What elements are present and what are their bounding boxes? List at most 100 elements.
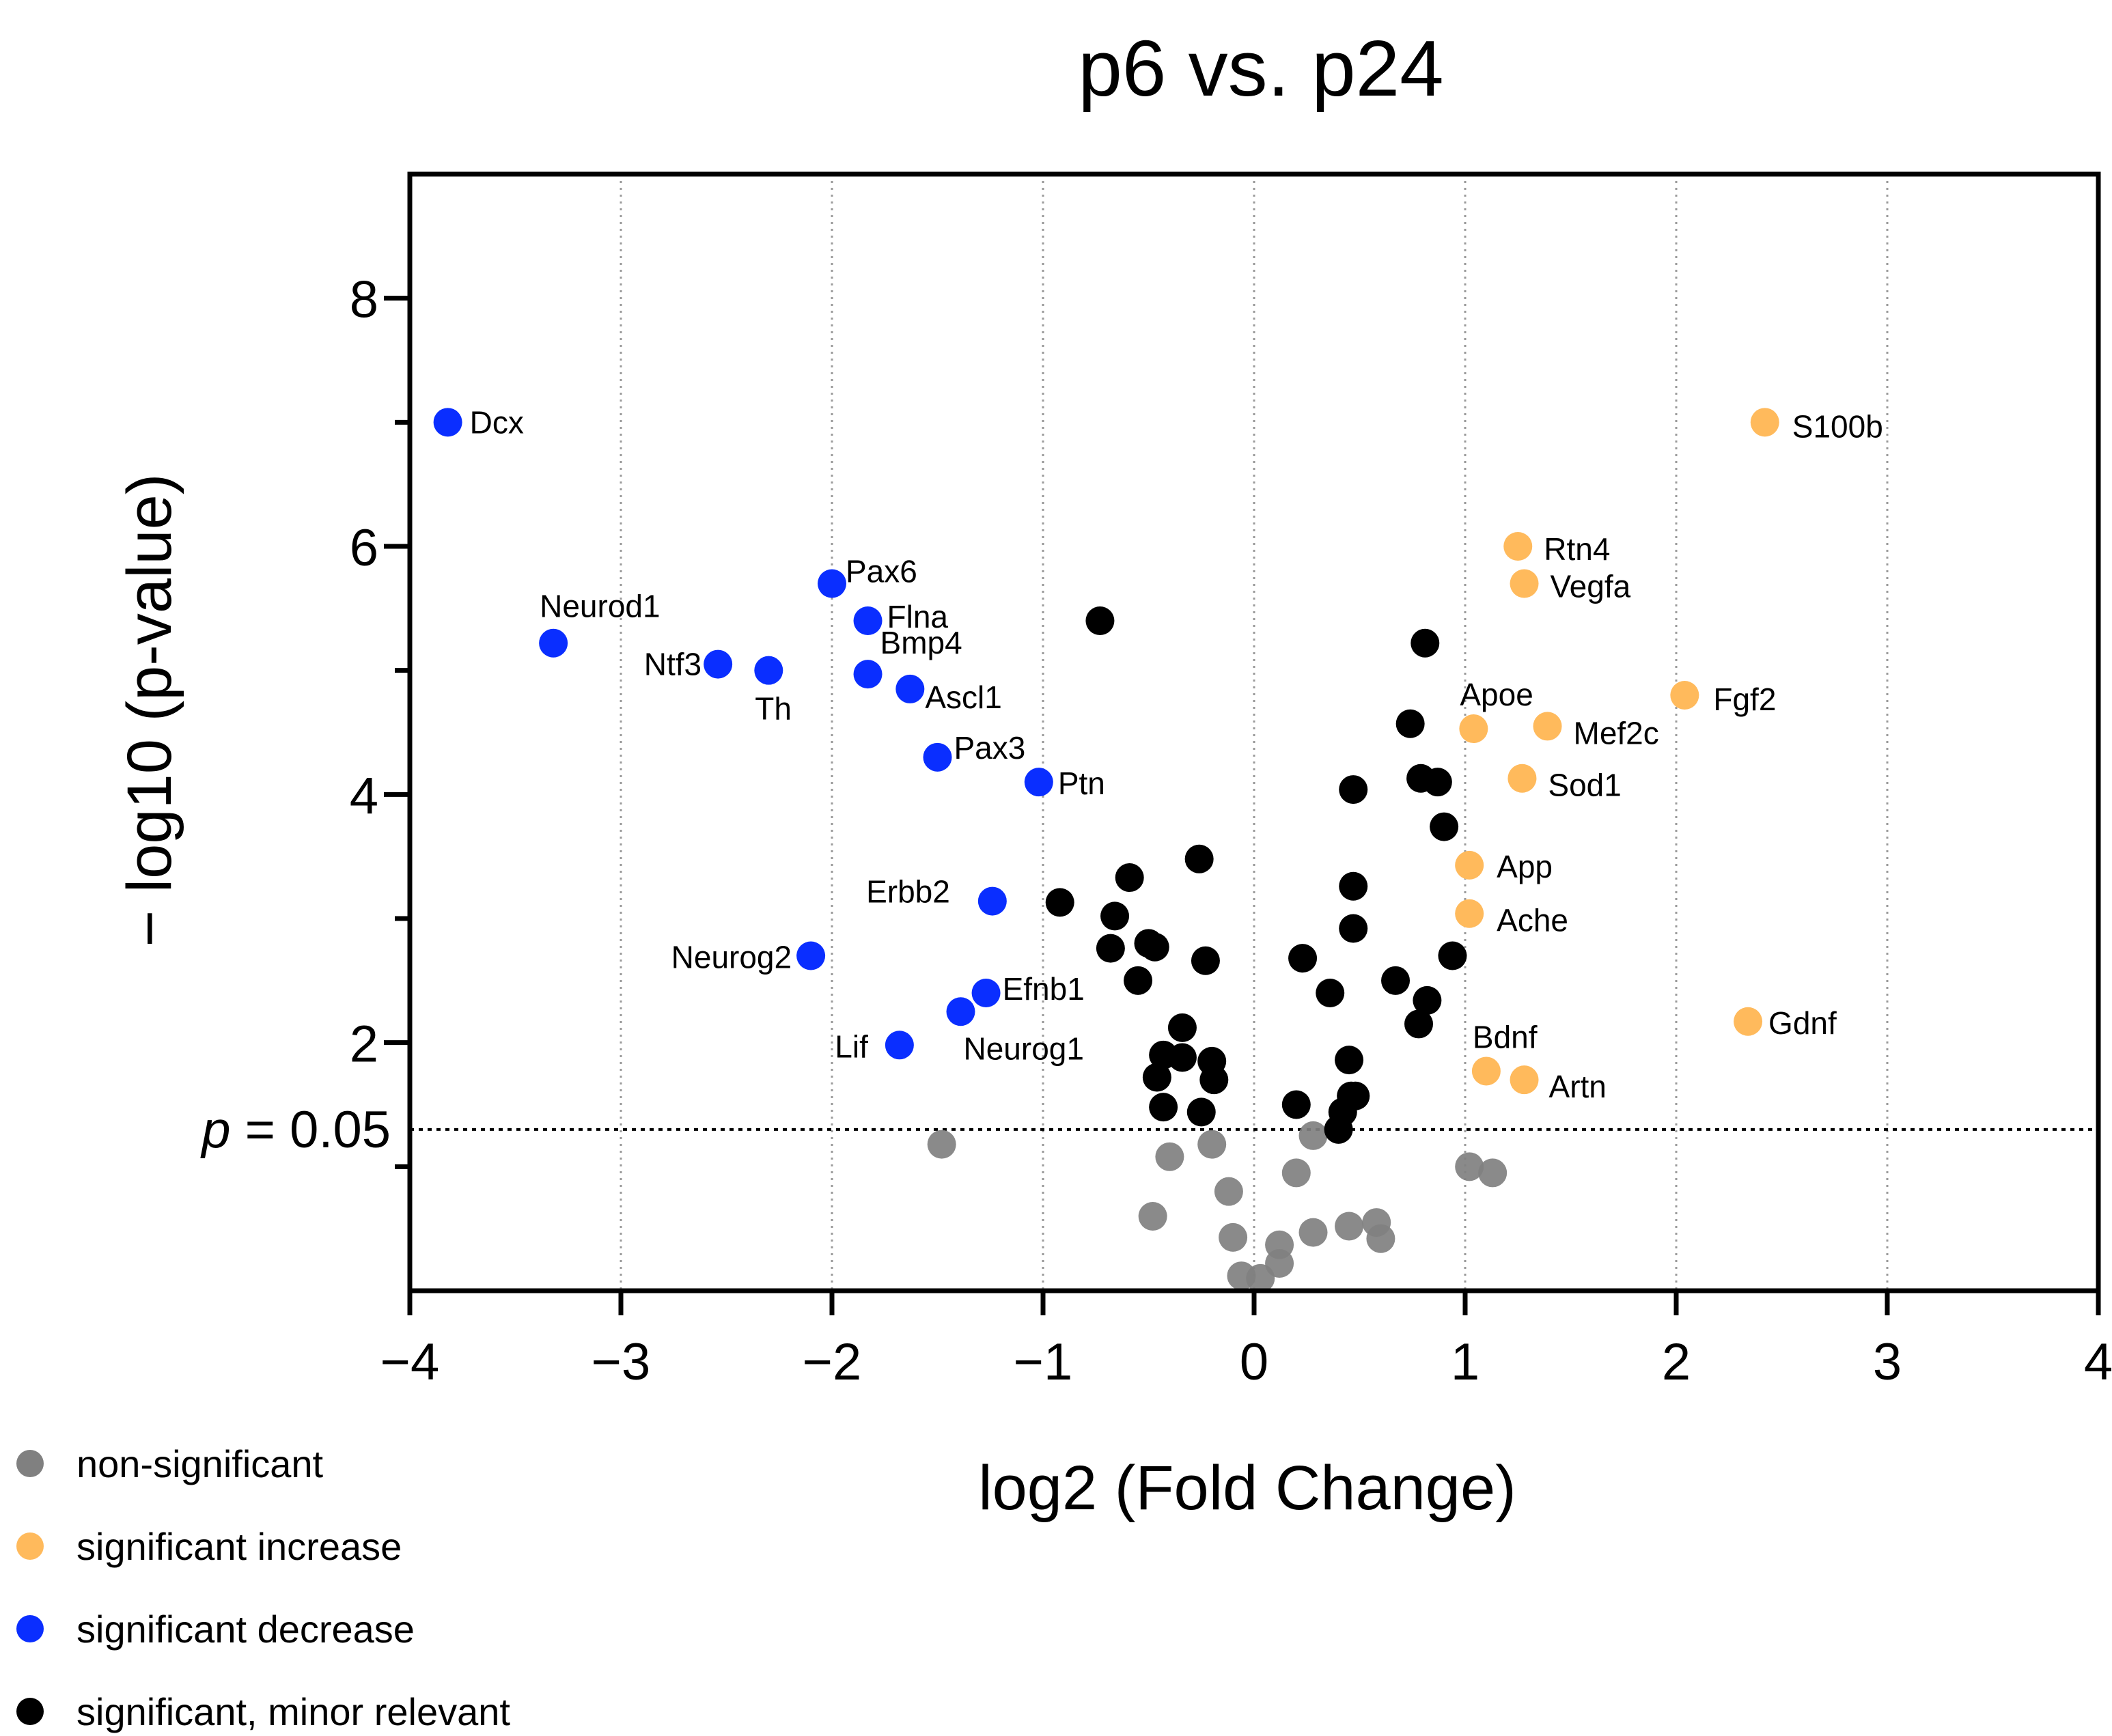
- gene-label: Neurod1: [540, 589, 660, 624]
- point-significant-increase: [1459, 714, 1488, 744]
- point-significant-minor-relevant: [1100, 901, 1130, 931]
- point-significant-decrease: [923, 742, 952, 772]
- gene-label: Th: [755, 691, 792, 727]
- point-non-significant: [1298, 1121, 1328, 1150]
- point-significant-decrease: [885, 1031, 914, 1060]
- point-significant-increase: [1670, 681, 1699, 710]
- gene-label: Mef2c: [1574, 715, 1659, 751]
- grid-lines: [620, 174, 1889, 1291]
- point-significant-decrease: [853, 660, 883, 689]
- point-significant-increase: [1455, 850, 1484, 880]
- point-significant-decrease: [1024, 768, 1053, 797]
- legend-marker: [16, 1698, 44, 1725]
- point-non-significant: [1335, 1212, 1364, 1241]
- point-significant-minor-relevant: [1423, 768, 1452, 797]
- gene-label: Bmp4: [880, 625, 962, 660]
- point-non-significant: [1366, 1224, 1395, 1253]
- point-significant-increase: [1750, 408, 1779, 437]
- gene-label: Fgf2: [1713, 682, 1776, 717]
- plot-frame: [407, 171, 2101, 1293]
- point-significant-minor-relevant: [1411, 628, 1440, 658]
- point-significant-minor-relevant: [1324, 1115, 1353, 1144]
- y-tick-label: 6: [350, 519, 378, 577]
- point-significant-increase: [1455, 899, 1484, 928]
- gene-label: Rtn4: [1544, 531, 1610, 567]
- data-points: [433, 408, 1779, 1293]
- gene-label: Ache: [1497, 903, 1568, 938]
- point-significant-decrease: [704, 649, 733, 679]
- point-significant-minor-relevant: [1339, 775, 1368, 804]
- legend-label: significant decrease: [77, 1608, 415, 1651]
- significance-threshold-label: p = 0.05: [200, 1101, 391, 1159]
- gene-label: Apoe: [1460, 677, 1533, 712]
- gene-label: Flna: [887, 599, 949, 634]
- legend-marker: [16, 1532, 44, 1560]
- point-non-significant: [1298, 1218, 1328, 1247]
- gene-label: Sod1: [1548, 768, 1621, 803]
- point-significant-minor-relevant: [1140, 932, 1169, 962]
- x-tick-label: −1: [1014, 1333, 1073, 1391]
- point-significant-minor-relevant: [1381, 966, 1411, 995]
- point-significant-minor-relevant: [1199, 1065, 1229, 1095]
- point-significant-minor-relevant: [1096, 934, 1125, 963]
- gene-label: Bdnf: [1473, 1019, 1538, 1054]
- gene-label: Vegfa: [1551, 569, 1631, 604]
- point-significant-decrease: [796, 941, 826, 970]
- point-significant-increase: [1510, 569, 1539, 598]
- legend-label: significant, minor relevant: [77, 1690, 510, 1733]
- x-tick-label: −3: [592, 1333, 651, 1391]
- axis-ticks: −4 −3 −2 −1 0 1 2 3 4 2 4 6 8: [350, 271, 2112, 1391]
- legend-label: non-significant: [77, 1442, 324, 1485]
- y-axis-label: − log10 (p-value): [115, 474, 184, 947]
- gene-label: App: [1497, 849, 1553, 884]
- point-significant-increase: [1503, 532, 1533, 561]
- point-significant-minor-relevant: [1430, 812, 1459, 841]
- point-non-significant: [927, 1130, 956, 1159]
- point-significant-minor-relevant: [1316, 979, 1345, 1007]
- x-tick-label: 2: [1662, 1333, 1691, 1391]
- x-tick-label: −2: [803, 1333, 862, 1391]
- gene-label: Neurog1: [963, 1031, 1083, 1066]
- point-significant-minor-relevant: [1186, 1097, 1216, 1127]
- point-significant-decrease: [754, 656, 783, 685]
- legend-label: significant increase: [77, 1525, 402, 1568]
- threshold-label-italic: p: [200, 1101, 230, 1159]
- gene-label: Efnb1: [1003, 971, 1085, 1007]
- point-significant-minor-relevant: [1395, 709, 1425, 738]
- point-non-significant: [1478, 1158, 1507, 1188]
- x-tick-label: −4: [380, 1333, 440, 1391]
- gene-label: Dcx: [470, 404, 524, 440]
- point-significant-minor-relevant: [1404, 1009, 1434, 1039]
- point-significant-minor-relevant: [1438, 941, 1467, 970]
- chart-title: p6 vs. p24: [1078, 24, 1443, 113]
- point-significant-minor-relevant: [1085, 606, 1115, 635]
- gene-label: Ascl1: [925, 680, 1001, 715]
- point-significant-minor-relevant: [1339, 871, 1368, 901]
- point-significant-minor-relevant: [1142, 1063, 1171, 1092]
- threshold-label-rest: = 0.05: [230, 1101, 391, 1159]
- gene-label: S100b: [1792, 408, 1883, 444]
- x-tick-label: 1: [1451, 1333, 1479, 1391]
- y-tick-label: 4: [350, 767, 378, 825]
- legend-marker: [16, 1450, 44, 1477]
- gene-label: Erbb2: [866, 874, 950, 910]
- point-non-significant: [1246, 1263, 1275, 1293]
- gene-label: Ntf3: [644, 647, 701, 682]
- point-significant-minor-relevant: [1124, 966, 1153, 995]
- point-significant-decrease: [971, 979, 1001, 1007]
- point-significant-increase: [1533, 712, 1562, 741]
- gene-label: Neurog2: [671, 940, 792, 975]
- gene-label: Lif: [835, 1028, 868, 1064]
- point-non-significant: [1455, 1152, 1484, 1181]
- point-significant-decrease: [853, 606, 883, 635]
- point-non-significant: [1281, 1158, 1311, 1188]
- point-significant-decrease: [433, 408, 462, 437]
- gene-label: Pax6: [846, 554, 917, 589]
- legend: non-significant significant increase signi…: [16, 1442, 510, 1733]
- point-significant-increase: [1734, 1007, 1763, 1036]
- gene-label: Artn: [1549, 1069, 1607, 1104]
- x-tick-label: 3: [1873, 1333, 1902, 1391]
- legend-marker: [16, 1615, 44, 1642]
- point-significant-decrease: [539, 628, 568, 658]
